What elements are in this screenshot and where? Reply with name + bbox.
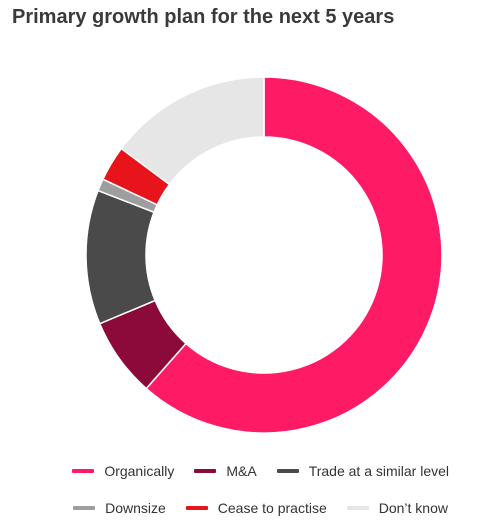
legend-swatch xyxy=(194,469,217,473)
donut-chart xyxy=(85,76,443,434)
legend-swatch xyxy=(185,506,208,510)
legend-row-2: Downsize Cease to practise Don’t know xyxy=(0,496,493,520)
legend-label: Trade at a similar level xyxy=(308,463,449,479)
legend-item-cease-to-practise[interactable]: Cease to practise xyxy=(185,500,327,516)
chart-title: Primary growth plan for the next 5 years xyxy=(12,6,395,28)
legend-label: Organically xyxy=(104,463,175,479)
legend-item-don-t-know[interactable]: Don’t know xyxy=(346,500,448,516)
legend-label: Downsize xyxy=(105,500,166,516)
legend-label: Don’t know xyxy=(378,500,448,516)
legend-swatch xyxy=(73,506,96,510)
slice-don-t-know xyxy=(120,76,265,186)
legend-item-downsize[interactable]: Downsize xyxy=(73,500,166,516)
legend-item-trade-at-a-similar-level[interactable]: Trade at a similar level xyxy=(276,463,449,479)
legend-row-1: Organically M&A Trade at a similar level xyxy=(0,459,493,483)
legend-item-m-a[interactable]: M&A xyxy=(194,463,257,479)
slice-trade-at-a-similar-level xyxy=(85,189,157,325)
legend-swatch xyxy=(276,469,299,473)
legend-item-organically[interactable]: Organically xyxy=(72,463,174,479)
legend-swatch xyxy=(72,469,95,473)
slice-organically xyxy=(145,76,443,434)
legend-label: M&A xyxy=(226,463,257,479)
legend-swatch xyxy=(346,506,369,510)
legend-label: Cease to practise xyxy=(217,500,327,516)
